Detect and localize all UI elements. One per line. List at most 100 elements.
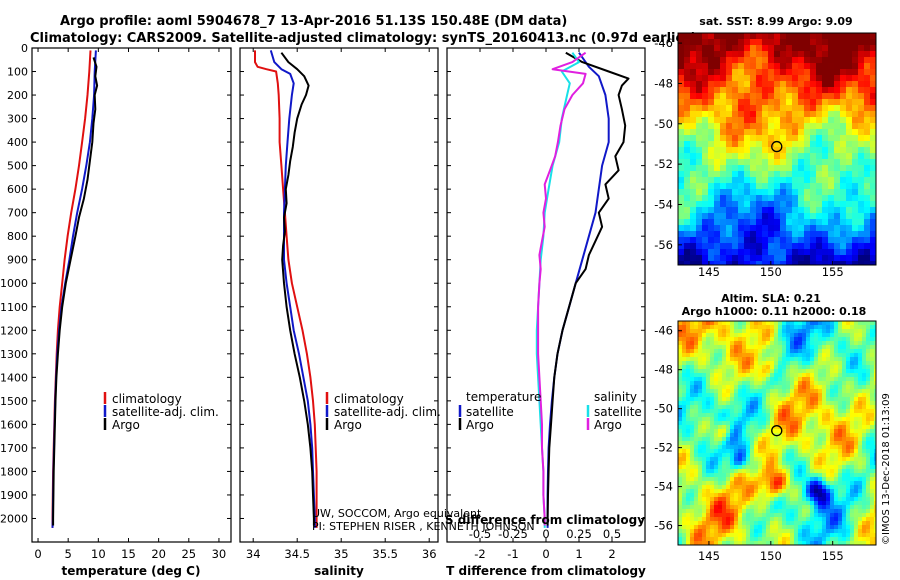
sla-cell [854,485,859,490]
sla-cell [698,349,703,354]
sst-cell [726,135,733,142]
sla-cell [846,493,851,498]
sst-cell [684,261,691,265]
sla-cell [714,485,719,490]
sla-cell [870,465,875,470]
series-line-satellite-adj-clim- [51,50,97,528]
sst-cell [678,123,685,130]
sst-cell [840,57,847,64]
sla-cell [814,353,819,358]
sst-cell [720,207,727,214]
x-axes: 0 5 10 15 20 25 30 34 34.5 35 35.5 36 -2 -1 0 1 2-0.5 -0.… [34,48,621,561]
sla-cell [758,505,763,510]
sst-cell [762,87,769,94]
sla-cell [682,337,687,342]
sla-cell [754,325,759,330]
sst-cell [780,117,787,124]
sla-cell [870,389,875,394]
sla-cell [790,465,795,470]
sst-cell [804,201,811,208]
sst-cell [684,189,691,196]
sla-cell [782,373,787,378]
sla-cell [730,369,735,374]
sst-cell [732,183,739,190]
sla-cell [686,461,691,466]
sla-cell [678,485,683,490]
sla-cell [770,373,775,378]
sla-cell [698,445,703,450]
sst-cell [768,51,775,58]
sla-cell [846,501,851,506]
sla-cell [794,361,799,366]
sla-cell [706,425,711,430]
sla-cell [786,369,791,374]
sla-cell [842,477,847,482]
sla-cell [694,369,699,374]
sla-cell [706,449,711,454]
sla-cell [734,345,739,350]
sst-cell [738,261,745,265]
sla-cell [858,369,863,374]
sla-cell [766,325,771,330]
sla-cell [810,365,815,370]
series-line-satellite-adj-clim- [269,50,316,528]
sst-cell [846,129,853,136]
sst-cell [804,219,811,226]
sla-cell [834,473,839,478]
sla-cell [686,521,691,526]
sla-cell [818,501,823,506]
sla-cell [714,433,719,438]
sla-cell [810,341,815,346]
sla-cell [826,337,831,342]
sst-cell [714,105,721,112]
sla-cell [690,441,695,446]
sla-cell [858,445,863,450]
sla-cell [730,513,735,518]
sla-cell [762,413,767,418]
sla-cell [714,393,719,398]
sla-cell [750,453,755,458]
sla-cell [758,537,763,542]
sla-cell [850,421,855,426]
sla-cell [842,421,847,426]
sla-cell [790,425,795,430]
sla-cell [874,353,876,358]
sla-cell [766,465,771,470]
series-line-salinity-argo [537,51,587,526]
sla-cell [826,477,831,482]
sla-cell [838,537,843,542]
sst-cell [678,183,685,190]
sla-cell [698,389,703,394]
sst-cell [810,111,817,118]
sla-cell [818,477,823,482]
sst-cell [798,117,805,124]
sst-cell [750,249,757,256]
sst-cell [684,219,691,226]
sla-cell [838,337,843,342]
sla-cell [706,421,711,426]
sla-cell [818,345,823,350]
sla-cell [786,513,791,518]
sla-cell [858,533,863,538]
sla-cell [690,485,695,490]
sla-cell [806,337,811,342]
sla-cell [810,425,815,430]
sla-cell [694,485,699,490]
sst-cell [858,207,865,214]
sst-cell [690,87,697,94]
sst-cell [714,237,721,244]
sst-cell [834,111,841,118]
sla-cell [774,381,779,386]
sla-cell [778,513,783,518]
sla-cell [722,393,727,398]
sst-cell [798,111,805,118]
sla-cell [714,417,719,422]
sst-cell [762,39,769,46]
sst-cell [774,93,781,100]
sst-cell [864,219,871,226]
sst-cell [780,87,787,94]
sla-cell [758,481,763,486]
sla-cell [762,445,767,450]
sla-cell [838,373,843,378]
sla-cell [746,397,751,402]
